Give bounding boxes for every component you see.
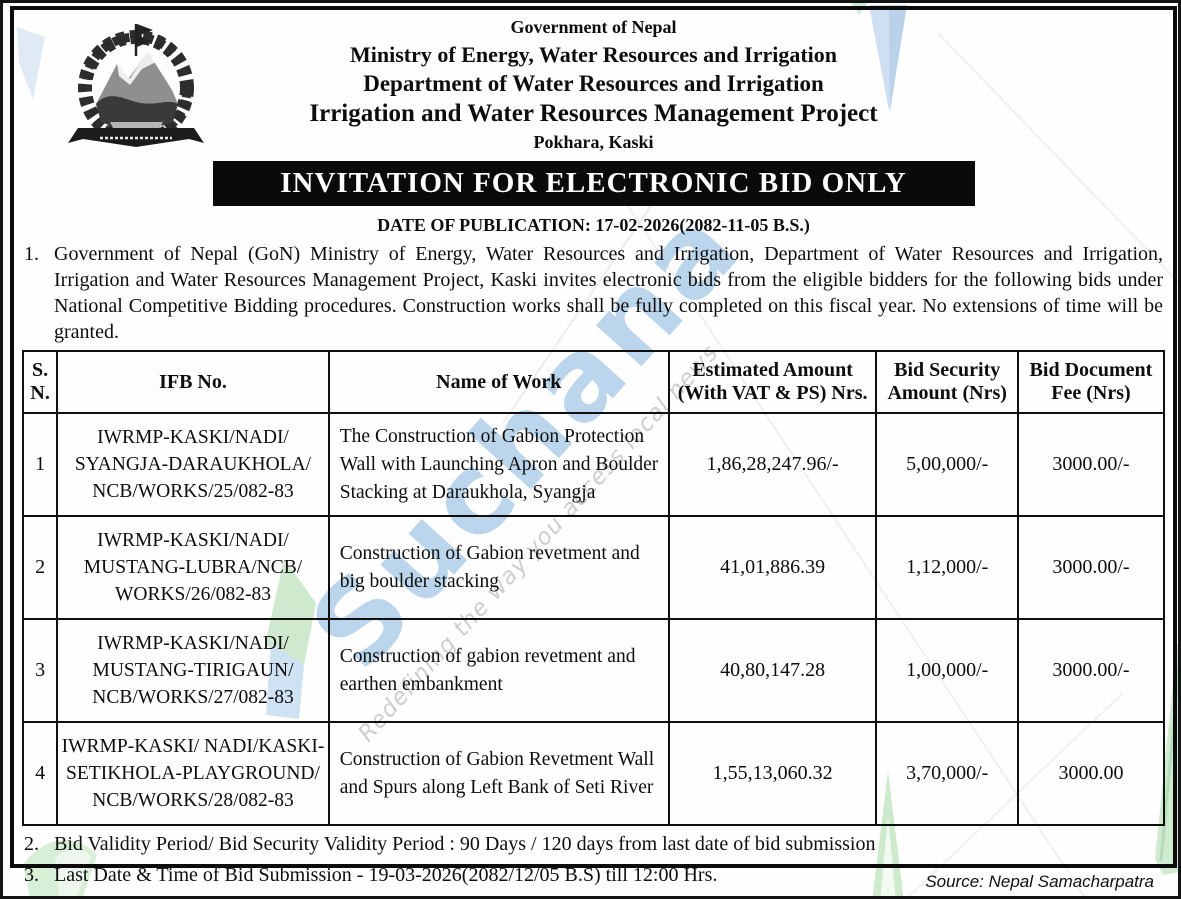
ifb-line: SETIKHOLA-PLAYGROUND/ (66, 763, 320, 784)
table-row: 1 IWRMP-KASKI/NADI/ SYANGJA-DARAUKHOLA/ … (21, 412, 1166, 517)
cell-document-fee: 3000.00 (1016, 721, 1166, 826)
location-line: Pokhara, Kaski (533, 132, 654, 152)
table-row: 3 IWRMP-KASKI/NADI/ MUSTANG-TIRIGAUN/ NC… (21, 618, 1166, 723)
cell-estimated-amount: 1,86,28,247.96/- (667, 412, 878, 517)
project-line: Irrigation and Water Resources Managemen… (309, 100, 878, 127)
cell-estimated-amount: 41,01,886.39 (667, 515, 878, 620)
cell-document-fee: 3000.00/- (1016, 618, 1166, 723)
source-attribution: Source: Nepal Samacharpatra (925, 872, 1154, 891)
ministry-line: Ministry of Energy, Water Resources and … (349, 42, 838, 67)
column-header-security: Bid Security Amount (Nrs) (875, 350, 1019, 414)
estimated-header-line: Estimated Amount (692, 359, 853, 381)
cell-document-fee: 3000.00/- (1016, 515, 1166, 620)
intro-note: 1. Government of Nepal (GoN) Ministry of… (24, 241, 1163, 345)
sn-header-line: S. (32, 359, 49, 381)
intro-note-text: Government of Nepal (GoN) Ministry of En… (54, 243, 1163, 343)
cell-bid-security: 3,70,000/- (875, 721, 1019, 826)
government-line: Government of Nepal (510, 17, 677, 37)
cell-sn: 2 (21, 515, 59, 620)
sn-header-line: N. (30, 382, 50, 404)
footer-note-4: 4. Eligible bidders may obtain further i… (24, 893, 1163, 896)
cell-ifb-no: IWRMP-KASKI/NADI/ MUSTANG-TIRIGAUN/ NCB/… (56, 618, 330, 723)
column-header-work: Name of Work (327, 350, 670, 414)
ifb-line: SYANGJA-DARAUKHOLA/ (74, 454, 312, 475)
cell-ifb-no: IWRMP-KASKI/NADI/ SYANGJA-DARAUKHOLA/ NC… (56, 412, 330, 517)
table-row: 4 IWRMP-KASKI/ NADI/KASKI- SETIKHOLA-PLA… (21, 721, 1166, 826)
ifb-line: NCB/WORKS/25/082-83 (92, 481, 294, 502)
nepal-government-emblem-icon (60, 12, 212, 160)
table-header-row: S. N. IFB No. Name of Work Estimated Amo… (21, 350, 1166, 414)
ifb-line: IWRMP-KASKI/NADI/ (97, 427, 289, 448)
cell-bid-security: 1,12,000/- (875, 515, 1019, 620)
cell-ifb-no: IWRMP-KASKI/NADI/ MUSTANG-LUBRA/NCB/ WOR… (56, 515, 330, 620)
cell-sn: 3 (21, 618, 59, 723)
cell-ifb-no: IWRMP-KASKI/ NADI/KASKI- SETIKHOLA-PLAYG… (56, 721, 330, 826)
cell-work-name: Construction of Gabion revetment and big… (327, 515, 670, 620)
table-row: 2 IWRMP-KASKI/NADI/ MUSTANG-LUBRA/NCB/ W… (21, 515, 1166, 620)
column-header-estimated: Estimated Amount (With VAT & PS) Nrs. (667, 350, 878, 414)
cell-work-name: Construction of gabion revetment and ear… (327, 618, 670, 723)
column-header-sn: S. N. (21, 350, 59, 414)
ifb-line: NCB/WORKS/28/082-83 (92, 790, 294, 811)
document-header: Government of Nepal Ministry of Energy, … (22, 10, 1165, 153)
intro-note-number: 1. (24, 243, 39, 265)
bid-notice-document: Government of Nepal Ministry of Energy, … (10, 6, 1177, 896)
footer-note-text: Eligible bidders may obtain further info… (54, 893, 1163, 896)
footer-note-number: 4. (24, 893, 54, 896)
fee-header-line: Fee (Nrs) (1051, 382, 1131, 404)
ifb-line: WORKS/26/082-83 (114, 584, 271, 605)
cell-bid-security: 1,00,000/- (875, 618, 1019, 723)
column-header-fee: Bid Document Fee (Nrs) (1016, 350, 1166, 414)
ifb-line: MUSTANG-LUBRA/NCB/ (83, 557, 303, 578)
department-line: Department of Water Resources and Irriga… (363, 71, 824, 96)
cell-bid-security: 5,00,000/- (875, 412, 1019, 517)
invitation-banner-title: INVITATION FOR ELECTRONIC BID ONLY (212, 161, 975, 206)
column-header-ifb: IFB No. (56, 350, 330, 414)
ifb-line: NCB/WORKS/27/082-83 (92, 687, 294, 708)
ifb-line: IWRMP-KASKI/NADI/ (97, 633, 289, 654)
footer-note-text: Last Date & Time of Bid Submission - 19-… (54, 864, 718, 886)
cell-work-name: The Construction of Gabion Protection Wa… (327, 412, 670, 517)
ifb-line: MUSTANG-TIRIGAUN/ (92, 660, 294, 681)
security-header-line: Bid Security (894, 359, 1001, 381)
bids-table: S. N. IFB No. Name of Work Estimated Amo… (21, 350, 1166, 826)
cell-estimated-amount: 1,55,13,060.32 (667, 721, 878, 826)
cell-work-name: Construction of Gabion Revetment Wall an… (327, 721, 670, 826)
ifb-line: IWRMP-KASKI/ NADI/KASKI- (61, 736, 325, 757)
cell-estimated-amount: 40,80,147.28 (667, 618, 878, 723)
cell-sn: 4 (21, 721, 59, 826)
estimated-header-line: (With VAT & PS) Nrs. (677, 382, 868, 404)
publication-date: DATE OF PUBLICATION: 17-02-2026(2082-11-… (377, 215, 810, 235)
footer-note-2: 2. Bid Validity Period/ Bid Security Val… (24, 831, 1163, 857)
cell-sn: 1 (21, 412, 59, 517)
footer-note-number: 2. (24, 833, 39, 855)
security-header-line: Amount (Nrs) (887, 382, 1007, 404)
fee-header-line: Bid Document (1029, 359, 1153, 381)
footer-note-number: 3. (24, 864, 39, 886)
cell-document-fee: 3000.00/- (1016, 412, 1166, 517)
footer-note-text: Bid Validity Period/ Bid Security Validi… (54, 833, 876, 855)
ifb-line: IWRMP-KASKI/NADI/ (97, 530, 289, 551)
